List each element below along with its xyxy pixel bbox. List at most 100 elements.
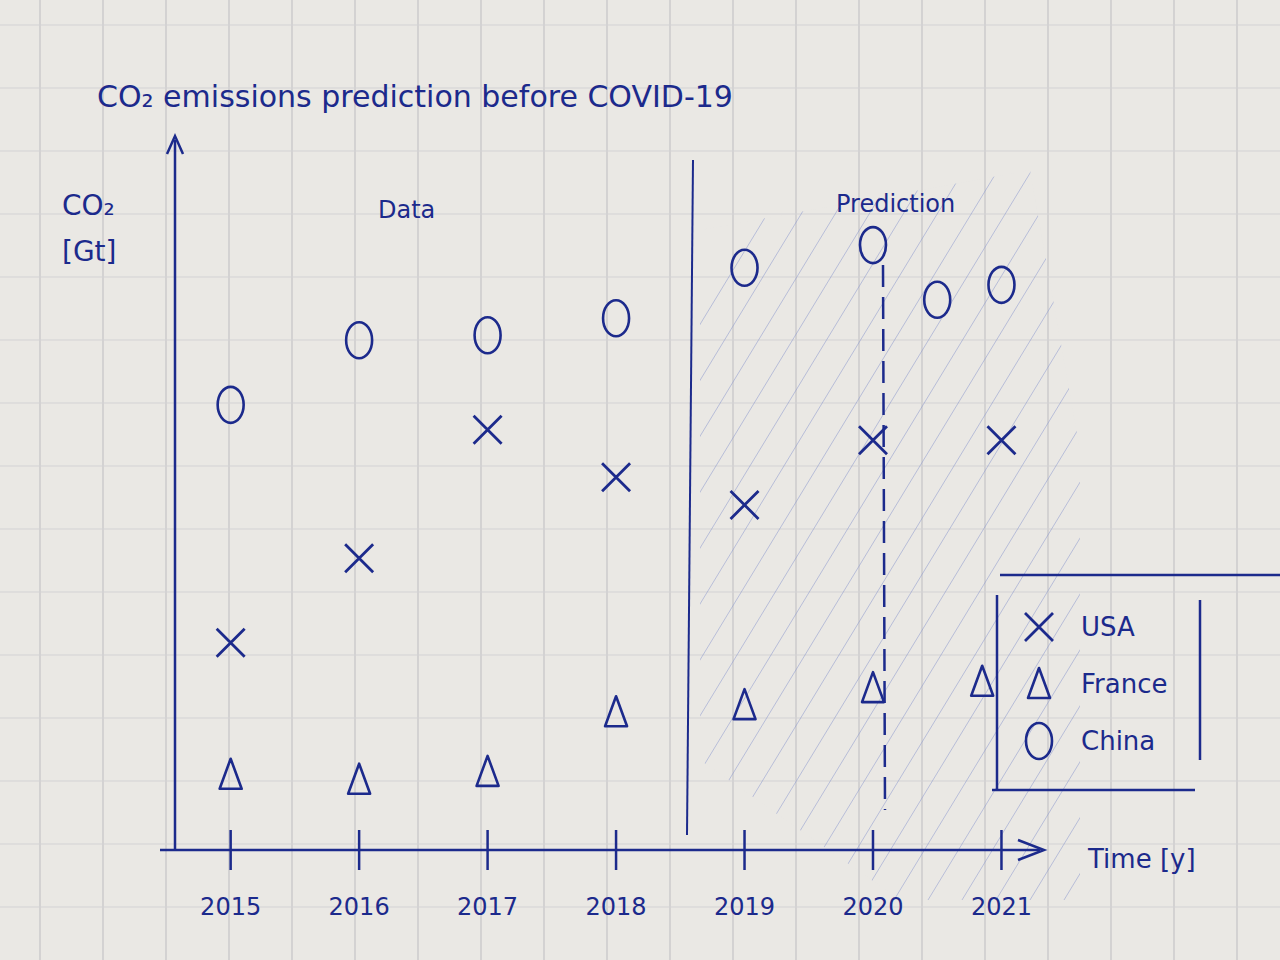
hatch-line [792,160,1242,900]
marks [217,227,1016,794]
paper-line [732,0,733,960]
prediction-hatch [350,160,1280,900]
point [603,300,629,336]
point [734,689,756,719]
paper-line [165,0,166,960]
annotation: Prediction [836,190,955,218]
point [346,322,372,358]
point [862,672,884,702]
point [971,666,993,696]
point [859,426,887,454]
point [477,756,499,786]
hatch-line [588,160,1038,900]
legend-label: China [1081,726,1155,756]
point [348,764,370,794]
point [220,759,242,789]
point [602,463,630,491]
legend: USA France China [992,575,1280,790]
point [345,544,373,572]
paper-bg [0,0,1280,960]
legend-label: France [1081,669,1167,699]
paper-line [858,0,859,960]
hatch-line [1234,160,1280,900]
paper-line [921,0,922,960]
hatch-line [894,160,1280,900]
paper-line [606,0,607,960]
paper-line [0,403,1280,404]
x-axis [160,849,1040,852]
paper-line [0,25,1280,26]
paper-line [0,718,1280,719]
point [605,696,627,726]
point [475,317,501,353]
point [988,267,1014,303]
paper-line [0,277,1280,278]
hatch-line [554,160,1004,900]
x-tick-label: 2018 [586,893,647,921]
hatch-line [486,160,936,900]
paper-line [984,0,985,960]
x-tick-label: 2017 [457,893,518,921]
legend-marker [1026,723,1052,759]
y-arrow [167,136,183,154]
x-tick-label: 2020 [842,893,903,921]
x-label: Time [y] [1087,844,1196,874]
paper-line [0,529,1280,530]
paper-line [1236,0,1237,960]
paper-line [0,655,1280,656]
hatch-line [452,160,902,900]
x-tick [615,830,618,870]
title: CO₂ emissions prediction before COVID-19 [97,79,733,114]
paper-line [0,466,1280,467]
legend-marker [1025,613,1053,641]
paper-line [0,151,1280,152]
hatch-line [860,160,1280,900]
separator [687,160,693,835]
x-tick-label: 2016 [329,893,390,921]
hatch-line [384,160,834,900]
point [474,416,502,444]
x-tick [1000,830,1003,870]
legend-frame [992,789,1195,792]
point [924,282,950,318]
paper-line [0,214,1280,215]
hatch-line [350,160,800,900]
point [732,250,758,286]
point [217,629,245,657]
paper-line [102,0,103,960]
legend-label: USA [1081,612,1135,642]
x-tick [229,830,232,870]
point [987,426,1015,454]
paper-line [39,0,40,960]
paper-line [480,0,481,960]
x-tick [358,830,361,870]
chart: 2015201620172018201920202021CO₂ emission… [0,0,1280,960]
paper-line [1173,0,1174,960]
paper-line [291,0,292,960]
legend-marker [1028,668,1050,698]
x-tick [486,830,489,870]
annotation: Data [378,196,435,224]
x-tick [743,830,746,870]
hatch-line [1200,160,1280,900]
paper-line [0,340,1280,341]
paper-line [795,0,796,960]
paper-line [228,0,229,960]
x-tick-label: 2015 [200,893,261,921]
x-tick [872,830,875,870]
legend-frame [1000,574,1280,577]
hatch-line [928,160,1280,900]
hatch-line [826,160,1276,900]
point [218,387,244,423]
hatch-line [520,160,970,900]
y-axis [174,140,177,850]
paper-line [354,0,355,960]
paper-line [543,0,544,960]
hatch-line [758,160,1208,900]
y-label: CO₂[Gt] [62,189,117,268]
x-tick-label: 2021 [971,893,1032,921]
paper-line [1110,0,1111,960]
x-arrow [1018,840,1044,860]
hatch-line [418,160,868,900]
paper-line [417,0,418,960]
